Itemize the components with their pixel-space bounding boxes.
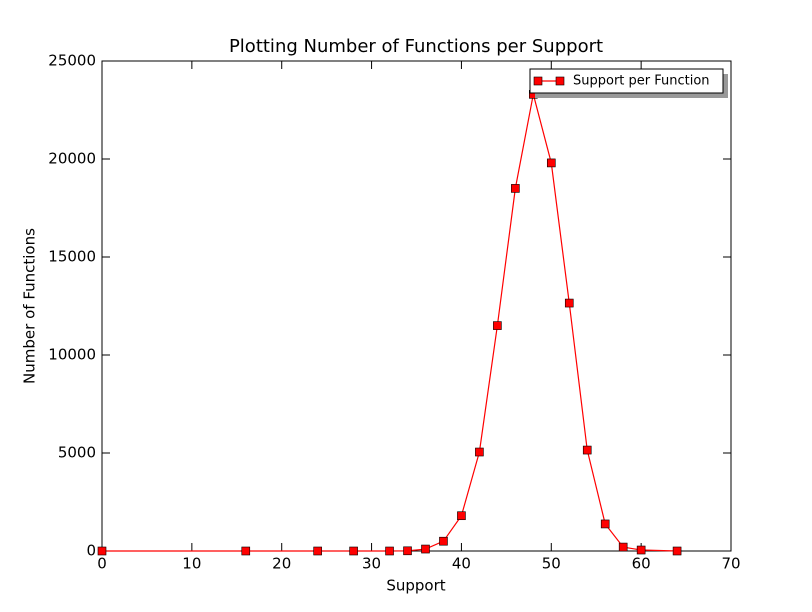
data-point [439,536,448,546]
x-tick-label: 60 [632,555,651,573]
y-tick-label: 15000 [48,248,96,266]
y-tick-label: 10000 [48,346,96,364]
x-axis-label: Support [386,577,445,595]
y-tick-label: 20000 [48,150,96,168]
y-tick-label: 5000 [58,444,96,462]
data-point [511,184,520,193]
legend-label: Support per Function [573,74,710,89]
data-point [97,546,107,556]
x-tick-label: 20 [272,555,291,573]
data-point [564,298,574,308]
data-point [385,546,394,556]
data-point [582,445,592,455]
x-tick-label: 30 [362,555,381,573]
data-point [313,546,322,556]
data-point [403,546,412,556]
data-point [349,546,358,556]
x-tick-label: 10 [182,555,201,573]
y-tick-label: 0 [86,542,96,560]
data-point [672,546,682,556]
x-tick-label: 0 [97,555,107,573]
data-point [493,321,502,330]
x-tick-label: 70 [721,555,740,573]
y-tick-label: 25000 [48,52,96,70]
x-tick-label: 50 [542,555,561,573]
chart-title: Plotting Number of Functions per Support [229,36,603,57]
data-point [421,544,430,554]
y-axis-label: Number of Functions [21,228,39,384]
data-point [600,519,610,529]
legend-marker [533,76,543,86]
data-point [475,447,484,457]
data-point [241,546,251,556]
data-point [457,511,466,521]
x-tick-label: 40 [452,555,471,573]
data-point [618,542,628,552]
data-point [636,545,646,555]
plot-area [101,60,732,552]
data-line [102,94,678,552]
legend-marker [555,76,565,86]
data-point [546,158,556,168]
